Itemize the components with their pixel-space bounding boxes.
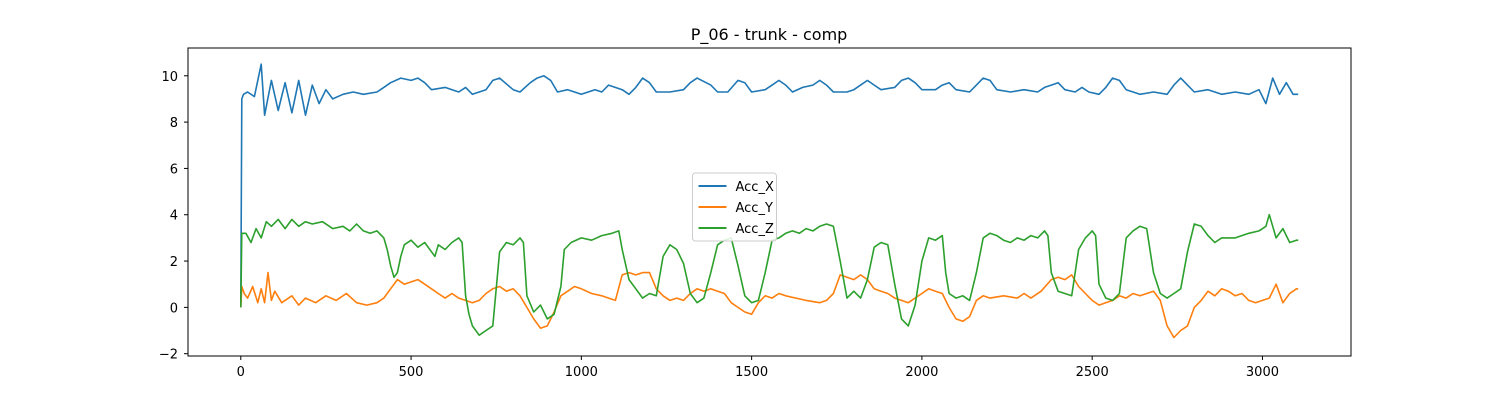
series-line-acc-y <box>240 271 1299 339</box>
series-line-acc-x <box>240 63 1299 306</box>
legend-box <box>692 172 777 242</box>
y-tick-label: 8 <box>170 116 178 131</box>
y-axis: −2 0 2 4 6 8 10 <box>159 70 188 363</box>
x-tick-label: 2000 <box>905 365 938 380</box>
x-tick-label: 1000 <box>565 365 598 380</box>
y-tick-label: 10 <box>161 70 178 85</box>
legend-label-acc-y: Acc_Y <box>736 201 773 216</box>
y-tick-label: 4 <box>170 209 178 224</box>
y-tick-label: 0 <box>170 301 178 316</box>
x-tick-label: 500 <box>399 365 424 380</box>
y-tick-label: 2 <box>170 255 178 270</box>
plot-frame <box>187 47 1352 357</box>
x-tick-label: 2500 <box>1076 365 1109 380</box>
chart-title: P_06 - trunk - comp <box>691 25 848 45</box>
legend-label-acc-x: Acc_X <box>736 180 774 195</box>
legend: Acc_X Acc_Y Acc_Z <box>692 172 777 242</box>
x-axis: 0 500 1000 1500 2000 2500 3000 <box>237 356 1279 380</box>
series-layer <box>240 63 1299 339</box>
x-tick-label: 3000 <box>1246 365 1279 380</box>
y-tick-label: 6 <box>170 162 178 177</box>
x-tick-label: 1500 <box>735 365 768 380</box>
x-tick-label: 0 <box>237 365 245 380</box>
y-tick-label: −2 <box>159 348 178 363</box>
legend-label-acc-z: Acc_Z <box>736 222 774 237</box>
series-line-acc-z <box>240 213 1299 336</box>
